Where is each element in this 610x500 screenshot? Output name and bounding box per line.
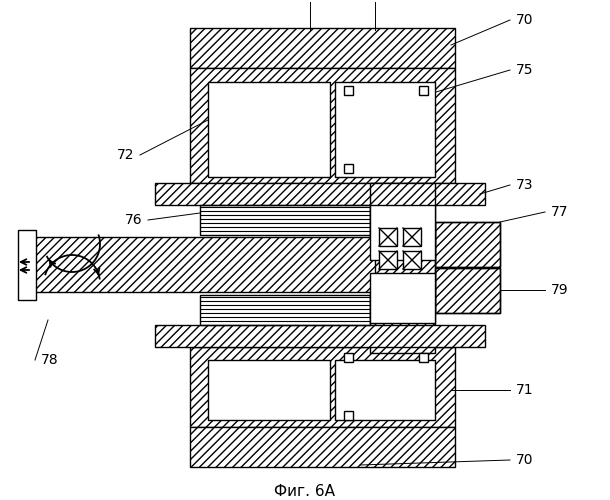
Bar (190, 427, 455, 467)
Text: 70: 70 (516, 453, 534, 467)
Bar (343, 410, 353, 420)
Bar (18, 230, 36, 300)
Bar (190, 28, 455, 68)
Bar (208, 360, 330, 420)
Bar (208, 82, 330, 177)
Bar (343, 352, 353, 362)
Bar (335, 360, 435, 420)
Text: 70: 70 (516, 13, 534, 27)
Text: Фиг. 6А: Фиг. 6А (274, 484, 336, 500)
Bar (418, 352, 428, 362)
Bar (155, 325, 485, 347)
Bar (190, 68, 455, 183)
Bar (343, 86, 353, 94)
Bar (335, 82, 435, 177)
Bar (379, 251, 397, 269)
Bar (435, 268, 500, 313)
Bar (370, 273, 435, 323)
Bar (418, 86, 428, 94)
Bar (370, 183, 435, 353)
Bar (343, 164, 353, 172)
Bar (155, 183, 485, 205)
Text: 79: 79 (551, 283, 569, 297)
Bar (435, 222, 500, 267)
Bar (379, 228, 397, 246)
Bar (435, 268, 500, 313)
Text: 72: 72 (117, 148, 134, 162)
Bar (30, 237, 375, 292)
Bar (200, 205, 370, 235)
Text: 78: 78 (41, 353, 59, 367)
Text: 75: 75 (516, 63, 534, 77)
Text: 73: 73 (516, 178, 534, 192)
Text: 76: 76 (124, 213, 142, 227)
Bar (403, 251, 421, 269)
Bar (200, 295, 370, 325)
Bar (190, 347, 455, 427)
Bar (403, 228, 421, 246)
Text: 71: 71 (516, 383, 534, 397)
Text: 77: 77 (551, 205, 569, 219)
Bar (435, 222, 500, 267)
Bar (370, 205, 435, 260)
